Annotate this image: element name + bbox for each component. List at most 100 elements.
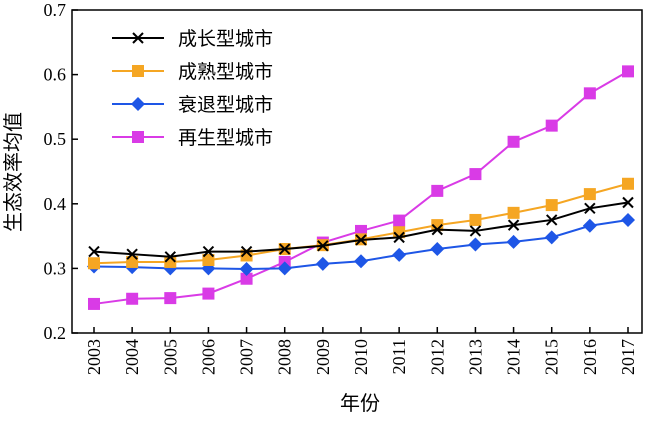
data-point	[202, 287, 215, 300]
data-point	[431, 184, 444, 197]
data-point	[279, 243, 291, 255]
marker-stroke	[546, 214, 558, 226]
marker-stroke	[279, 243, 291, 255]
legend-marker	[131, 97, 145, 111]
data-point	[469, 213, 482, 226]
data-point	[393, 214, 406, 227]
data-point	[469, 225, 482, 237]
legend-label: 衰退型城市	[178, 94, 273, 116]
x-tick-label: 2009	[313, 339, 333, 375]
data-point	[507, 219, 520, 231]
data-point	[315, 256, 330, 271]
data-point	[317, 240, 329, 252]
data-point	[88, 257, 100, 270]
data-point	[546, 214, 558, 226]
data-point	[355, 234, 367, 246]
data-point	[240, 249, 253, 262]
x-tick-label: 2007	[237, 339, 257, 375]
legend-entry-2: 衰退型城市	[112, 94, 273, 116]
data-point	[621, 212, 635, 227]
data-point	[545, 119, 558, 132]
x-tick-label: 2005	[160, 339, 180, 375]
x-tick-label: 2015	[542, 339, 562, 375]
series-layer	[87, 65, 635, 310]
axes: 0.2 0.3 0.4 0.5 0.6 0.7 2003 2004 2005 2006 2007 20…	[44, 0, 643, 375]
data-point	[468, 237, 483, 252]
data-point	[393, 231, 405, 244]
y-tick-label: 0.3	[44, 258, 67, 278]
data-point	[126, 248, 138, 260]
data-point	[88, 245, 100, 258]
marker-stroke	[202, 245, 215, 258]
x-axis-title: 年份	[340, 392, 380, 415]
data-point	[354, 254, 368, 269]
data-point	[164, 292, 177, 305]
data-point	[431, 219, 444, 232]
y-tick-label: 0.4	[44, 194, 67, 214]
y-tick-label: 0.7	[44, 0, 67, 20]
data-point	[507, 206, 520, 219]
marker-stroke	[393, 231, 405, 244]
data-point	[582, 218, 597, 233]
data-point	[431, 223, 443, 236]
data-point	[88, 297, 100, 310]
legend-entry-1: 成熟型城市	[112, 61, 273, 83]
data-point	[239, 262, 254, 277]
data-point	[240, 245, 253, 258]
data-point	[583, 87, 596, 100]
x-tick-label: 2016	[580, 339, 600, 375]
data-point	[240, 272, 253, 285]
x-tick-label: 2011	[389, 339, 409, 374]
marker-stroke	[507, 219, 520, 231]
x-tick-label: 2012	[427, 339, 447, 375]
y-axis-title: 生态效率均值	[2, 112, 25, 232]
marker-stroke	[164, 251, 176, 263]
y-tick-label: 0.6	[44, 65, 67, 85]
plot-frame	[71, 9, 643, 334]
y-tick-label: 0.5	[44, 129, 67, 149]
data-point	[392, 247, 407, 262]
data-point	[622, 196, 634, 209]
legend-entry-3: 再生型城市	[112, 127, 273, 149]
data-point	[545, 199, 558, 212]
legend-label: 成长型城市	[178, 28, 273, 50]
x-tick-label: 2004	[122, 339, 142, 375]
data-point	[584, 202, 596, 215]
legend-marker	[132, 32, 144, 44]
x-tick-label: 2006	[198, 339, 218, 375]
marker-stroke	[240, 245, 253, 258]
marker-stroke	[88, 245, 100, 258]
x-tick-label: 2010	[351, 339, 371, 375]
marker-stroke	[431, 223, 443, 236]
data-point	[126, 255, 139, 268]
marker-stroke	[469, 225, 482, 237]
x-tick-label: 2008	[275, 339, 295, 375]
x-tick-label: 2014	[504, 339, 524, 375]
data-point	[507, 135, 520, 148]
data-point	[202, 245, 215, 258]
marker-stroke	[355, 234, 367, 246]
marker-stroke	[584, 202, 596, 215]
marker-stroke	[317, 240, 329, 252]
data-point	[622, 177, 634, 190]
data-point	[164, 251, 176, 263]
data-point	[469, 168, 482, 181]
legend-marker	[132, 65, 144, 77]
legend-marker	[132, 131, 144, 143]
data-point	[430, 242, 445, 257]
data-point	[544, 230, 559, 245]
data-point	[126, 292, 139, 305]
marker-stroke	[126, 248, 138, 260]
x-tick-label: 2013	[465, 339, 485, 375]
legend-entry-0: 成长型城市	[112, 28, 273, 50]
legend-label: 再生型城市	[178, 127, 273, 149]
marker-stroke	[132, 32, 144, 44]
data-point	[277, 261, 292, 276]
data-point	[583, 188, 596, 201]
legend-label: 成熟型城市	[178, 61, 273, 83]
marker-stroke	[622, 196, 634, 209]
y-tick-label: 0.2	[44, 323, 67, 343]
